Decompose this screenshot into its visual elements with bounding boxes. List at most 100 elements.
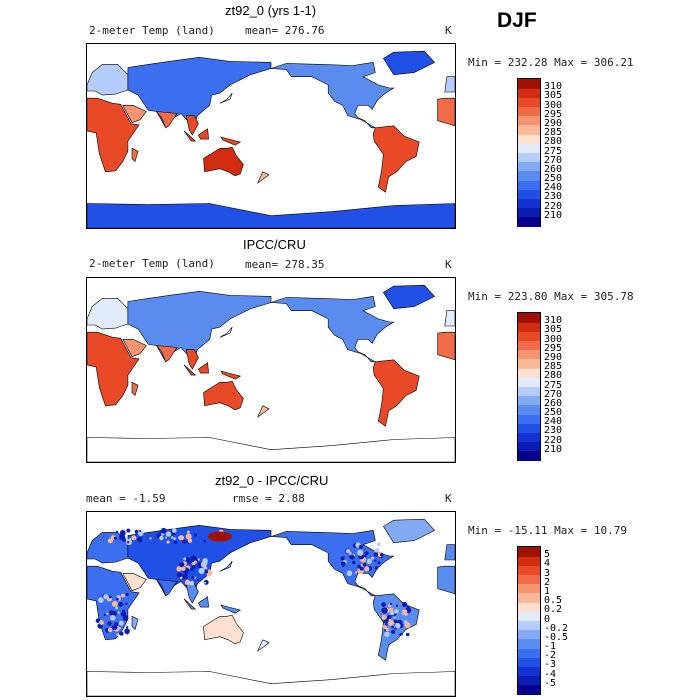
land-seAsia xyxy=(185,115,199,136)
land-europeW xyxy=(444,544,455,561)
colorbar-swatch xyxy=(518,115,540,126)
panel-2-colorbar xyxy=(517,312,541,461)
diff-speckle xyxy=(373,552,379,557)
colorbar-swatch xyxy=(518,432,540,443)
colorbar-swatch xyxy=(518,602,540,612)
diff-speckle xyxy=(110,615,115,620)
colorbar-swatch xyxy=(518,180,540,190)
diff-speckle xyxy=(95,618,101,623)
diff-speckle xyxy=(173,540,178,545)
land-nz xyxy=(256,405,270,418)
diff-speckle xyxy=(384,631,390,637)
diff-speckle xyxy=(173,537,176,540)
land-nz xyxy=(256,639,270,652)
diff-speckle xyxy=(111,610,117,617)
colorbar-tick-label: 1 xyxy=(544,585,551,597)
colorbar-tick-label: -0.5 xyxy=(544,631,569,643)
colorbar-tick-label: 220 xyxy=(544,200,563,212)
diff-speckle xyxy=(118,602,124,608)
colorbar-tick-label: 295 xyxy=(544,342,563,354)
panel-1-colorbar xyxy=(517,78,541,227)
diff-speckle xyxy=(171,528,177,533)
colorbar-swatch xyxy=(518,565,540,576)
diff-speckle xyxy=(386,614,392,620)
diff-speckle xyxy=(120,611,127,617)
diff-speckle xyxy=(402,609,408,615)
diff-speckle xyxy=(119,529,126,536)
colorbar-tick-label: 270 xyxy=(544,154,563,166)
diff-speckle xyxy=(385,627,389,632)
colorbar-tick-label: 275 xyxy=(544,379,563,391)
diff-speckle xyxy=(381,607,388,614)
land-greenland xyxy=(382,50,436,76)
colorbar-tick-label: 280 xyxy=(544,370,563,382)
colorbar-swatch xyxy=(518,657,540,667)
colorbar-swatch xyxy=(518,666,540,677)
colorbar-swatch xyxy=(518,198,540,209)
diff-speckle xyxy=(401,601,408,608)
colorbar-swatch xyxy=(518,404,540,415)
land-india xyxy=(155,579,178,597)
panel-1-map xyxy=(86,43,456,229)
colorbar-tick-label: -5 xyxy=(544,677,557,689)
diff-speckle xyxy=(121,593,125,598)
land-sumatra xyxy=(183,130,197,142)
colorbar-swatch xyxy=(518,648,540,658)
land-northAm xyxy=(270,62,395,129)
colorbar-tick-label: 230 xyxy=(544,191,563,203)
colorbar-tick-label: 240 xyxy=(544,416,563,428)
diff-speckle xyxy=(115,530,119,534)
land-southAm xyxy=(372,125,420,193)
diff-speckle xyxy=(340,556,345,561)
land-asia xyxy=(127,290,272,363)
colorbar-swatch xyxy=(518,611,540,621)
land-europeW xyxy=(444,76,455,93)
colorbar-swatch xyxy=(518,189,540,199)
diff-speckle xyxy=(395,604,399,607)
diff-speckle xyxy=(185,533,192,540)
land-africaE xyxy=(87,97,140,173)
panel-1-unit: K xyxy=(445,24,452,37)
diff-speckle xyxy=(183,557,187,561)
land-africa xyxy=(437,331,455,361)
land-australia xyxy=(203,380,244,411)
panel-1-minmax: Min = 232.28 Max = 306.21 xyxy=(468,56,634,69)
diff-speckle xyxy=(176,566,182,572)
colorbar-tick-label: 220 xyxy=(544,434,563,446)
diff-speckle xyxy=(345,548,351,554)
colorbar-tick-label: 300 xyxy=(544,99,563,111)
colorbar-tick-label: -1 xyxy=(544,641,557,653)
diff-speckle xyxy=(203,539,206,543)
diff-speckle xyxy=(107,621,112,626)
diff-speckle xyxy=(116,595,120,599)
diff-speckle xyxy=(125,626,129,629)
diff-speckle xyxy=(124,628,130,635)
diff-speckle xyxy=(204,569,209,574)
diff-speckle xyxy=(178,536,181,539)
land-antarctica xyxy=(87,437,455,462)
diff-speckle xyxy=(354,571,358,574)
diff-speckle xyxy=(104,628,108,631)
diff-speckle xyxy=(109,595,112,599)
diff-speckle xyxy=(115,606,119,610)
colorbar-tick-label: 0.5 xyxy=(544,595,563,607)
colorbar-tick-label: 285 xyxy=(544,361,563,373)
colorbar-swatch xyxy=(518,106,540,117)
land-australia xyxy=(203,614,244,645)
panel-2-minmax: Min = 223.80 Max = 305.78 xyxy=(468,290,634,303)
land-borneo xyxy=(198,128,209,140)
diff-speckle xyxy=(362,563,367,567)
diff-speckle xyxy=(113,536,117,540)
colorbar-swatch xyxy=(518,620,540,631)
diff-speckle xyxy=(179,561,185,568)
colorbar-swatch xyxy=(518,322,540,332)
panel-3-map xyxy=(86,511,456,697)
land-borneo xyxy=(198,362,209,374)
diff-speckle xyxy=(390,610,395,616)
colorbar-swatch xyxy=(518,368,540,378)
panel-2-map xyxy=(86,277,456,463)
colorbar-swatch xyxy=(518,331,540,342)
colorbar-swatch xyxy=(518,395,540,406)
colorbar-swatch xyxy=(518,143,540,153)
land-africa xyxy=(437,97,455,127)
